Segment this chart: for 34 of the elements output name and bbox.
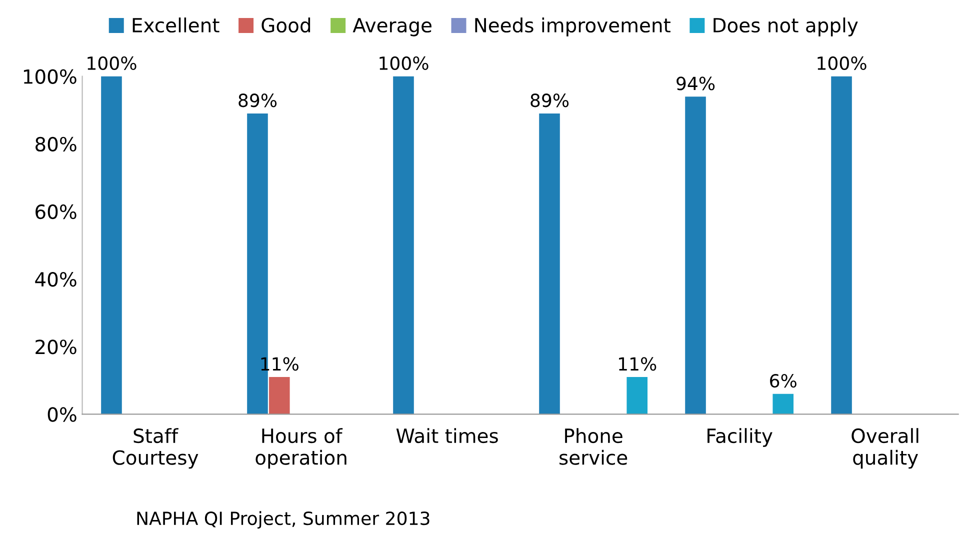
- bar: [268, 377, 290, 414]
- bar: [101, 76, 122, 414]
- legend-label: Needs improvement: [475, 18, 670, 36]
- data-label: 100%: [88, 56, 136, 70]
- text: NAPHA QI Project, Summer 2013: [137, 511, 430, 529]
- data-label: 94%: [676, 76, 715, 90]
- data-label: 100%: [380, 56, 428, 70]
- bar: [772, 394, 794, 414]
- data-label: 6%: [770, 374, 796, 388]
- y-tick-label: 100%: [24, 69, 76, 84]
- y-tick-label: 80%: [36, 136, 76, 152]
- y-tick-label: 20%: [36, 340, 76, 354]
- legend-label: Does not apply: [714, 18, 858, 36]
- bar: [831, 76, 852, 414]
- legend-label: Good: [262, 18, 310, 33]
- bar: [685, 96, 706, 414]
- data-label: 89%: [238, 94, 277, 108]
- bar: [393, 76, 414, 414]
- x-tick-label: Overall quality: [852, 428, 918, 469]
- legend-label: Average: [352, 18, 432, 36]
- data-label: 89%: [530, 94, 569, 108]
- data-label: 100%: [818, 56, 866, 70]
- x-tick-label: Phone service: [560, 428, 628, 465]
- x-tick-label: Staff Courtesy: [112, 428, 198, 469]
- x-tick-label: Facility: [708, 428, 772, 447]
- y-tick-label: 40%: [35, 272, 76, 287]
- y-tick-label: 60%: [36, 204, 76, 220]
- bar: [626, 377, 648, 414]
- y-tick-label: 0%: [48, 407, 76, 422]
- x-tick-label: Hours of operation: [256, 428, 346, 469]
- data-label: 11%: [619, 357, 656, 371]
- bar: [539, 113, 560, 414]
- x-tick-label: Wait times: [396, 428, 498, 444]
- legend-label: Excellent: [132, 18, 220, 33]
